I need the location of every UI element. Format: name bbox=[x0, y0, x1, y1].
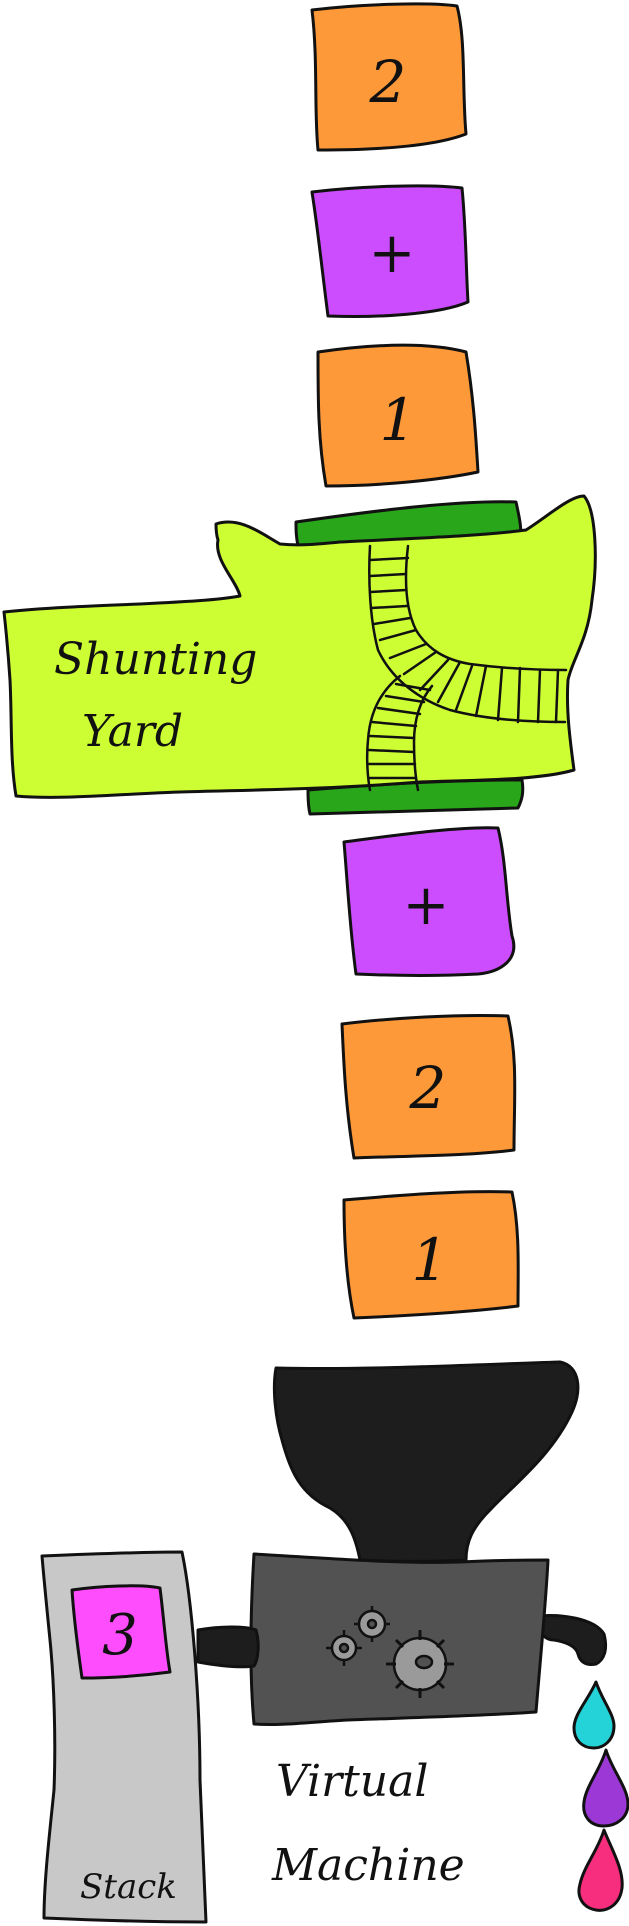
output-token-label: + bbox=[403, 873, 450, 938]
input-token-label: 2 bbox=[369, 48, 407, 116]
input-token-number-2: 2 bbox=[310, 2, 468, 152]
vm-label-line1: Virtual bbox=[276, 1756, 428, 1807]
vm-label-line2: Machine bbox=[271, 1840, 465, 1891]
vm-funnel bbox=[272, 1360, 580, 1563]
shunting-yard-label-line1: Shunting bbox=[54, 634, 257, 685]
gear-icon bbox=[326, 1630, 362, 1666]
drop-purple-icon bbox=[582, 1748, 629, 1828]
gear-icon bbox=[354, 1606, 390, 1642]
virtual-machine: Virtual Machine bbox=[249, 1360, 608, 1891]
output-token-label: 1 bbox=[412, 1226, 449, 1294]
track-upper bbox=[368, 544, 568, 724]
stack-connector-pipe bbox=[196, 1625, 260, 1669]
shunting-yard: Shunting Yard bbox=[2, 494, 597, 816]
gear-icon bbox=[386, 1630, 454, 1698]
stack-top-value: 3 bbox=[102, 1603, 138, 1668]
input-token-number-1: 1 bbox=[316, 343, 480, 488]
shunting-yard-label-line2: Yard bbox=[82, 706, 183, 757]
input-token-operator-plus: + bbox=[310, 184, 470, 318]
input-token-label: 1 bbox=[380, 386, 417, 454]
stack-label: Stack bbox=[80, 1867, 177, 1907]
vm-body bbox=[249, 1552, 550, 1727]
drop-cyan-icon bbox=[572, 1680, 616, 1750]
output-token-operator-plus: + bbox=[342, 826, 516, 977]
drop-pink-icon bbox=[577, 1828, 624, 1912]
output-token-number-2: 2 bbox=[340, 1013, 517, 1160]
output-token-label: 2 bbox=[409, 1054, 447, 1122]
input-token-label: + bbox=[369, 221, 416, 286]
output-token-number-1: 1 bbox=[342, 1190, 520, 1320]
stack: 3 Stack bbox=[40, 1550, 260, 1924]
track-lower bbox=[365, 674, 434, 792]
stack-top-value-block bbox=[70, 1584, 172, 1680]
shunting-yard-body bbox=[2, 494, 597, 799]
vm-output-spout bbox=[538, 1614, 608, 1666]
